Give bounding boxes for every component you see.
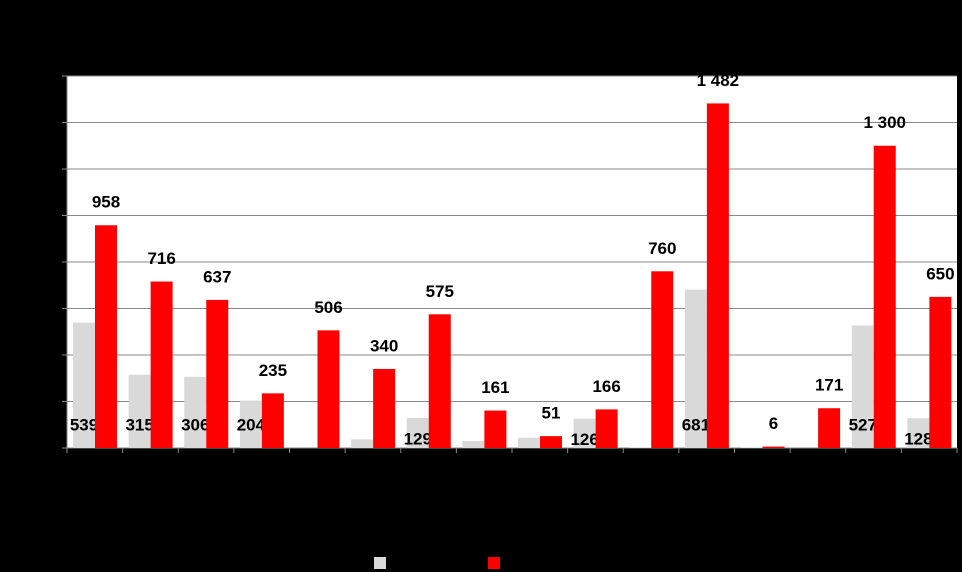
bar xyxy=(428,314,451,448)
data-label: 126 xyxy=(570,430,598,449)
bar xyxy=(95,225,117,448)
bar xyxy=(184,376,207,448)
data-label: 235 xyxy=(259,361,287,380)
data-label: 161 xyxy=(481,378,509,397)
bar xyxy=(706,103,729,448)
data-label: 6 xyxy=(769,414,778,433)
data-label: 340 xyxy=(370,336,398,355)
data-label: 37 xyxy=(353,451,372,470)
y-tick-label: 200 xyxy=(31,391,59,410)
data-label: 171 xyxy=(815,376,843,395)
bar xyxy=(128,374,151,448)
y-tick-label: 1000 xyxy=(21,205,59,224)
data-label: 51 xyxy=(542,404,561,423)
y-tick-label: 800 xyxy=(31,251,59,270)
bar xyxy=(873,145,896,448)
data-label: 30 xyxy=(464,453,483,472)
data-label: 958 xyxy=(92,193,120,212)
bar xyxy=(239,400,262,448)
data-label: 2 xyxy=(747,459,756,478)
data-label: 306 xyxy=(181,415,209,434)
legend-swatch xyxy=(374,557,386,569)
legend-swatch xyxy=(488,557,500,569)
data-label: 506 xyxy=(314,298,342,317)
bar xyxy=(206,299,229,448)
bar xyxy=(684,289,707,448)
bar xyxy=(762,446,785,448)
data-label: 166 xyxy=(592,377,620,396)
data-label: 1 300 xyxy=(863,113,906,132)
data-label: 681 xyxy=(682,415,710,434)
bar xyxy=(462,441,485,448)
data-label: 539 xyxy=(70,415,98,434)
data-label: 128 xyxy=(904,430,932,449)
bar xyxy=(595,409,618,448)
data-label: 637 xyxy=(203,267,231,286)
y-tick-label: 0 xyxy=(50,437,59,456)
data-label: 0 xyxy=(302,459,311,478)
bar xyxy=(629,447,652,448)
bar xyxy=(851,325,874,448)
bar xyxy=(907,418,930,448)
y-tick-label: 1600 xyxy=(21,65,59,84)
data-label: 129 xyxy=(404,429,432,448)
bar xyxy=(573,418,596,448)
bar xyxy=(351,439,374,448)
bar xyxy=(929,296,952,448)
data-label: 3 xyxy=(636,459,645,478)
bar xyxy=(484,410,507,448)
bar xyxy=(150,281,173,448)
bar xyxy=(373,368,396,448)
data-label: 716 xyxy=(147,249,175,268)
data-label: 0 xyxy=(802,459,811,478)
data-label: 760 xyxy=(648,239,676,258)
bar xyxy=(73,322,95,448)
y-tick-label: 400 xyxy=(31,344,59,363)
y-tick-label: 600 xyxy=(31,298,59,317)
bar xyxy=(518,437,540,448)
bar xyxy=(818,408,841,448)
data-label: 650 xyxy=(926,264,954,283)
data-label: 315 xyxy=(125,415,153,434)
data-label: 204 xyxy=(237,415,266,434)
data-label: 1 482 xyxy=(697,71,740,90)
bar xyxy=(540,436,562,448)
y-tick-label: 1200 xyxy=(21,158,59,177)
bar xyxy=(261,393,284,448)
data-label: 575 xyxy=(426,282,454,301)
bar xyxy=(406,418,429,448)
bar xyxy=(317,330,340,448)
data-label: 44 xyxy=(520,449,539,468)
data-label: 527 xyxy=(849,415,877,434)
y-tick-label: 1400 xyxy=(21,112,59,131)
bar xyxy=(651,271,674,448)
